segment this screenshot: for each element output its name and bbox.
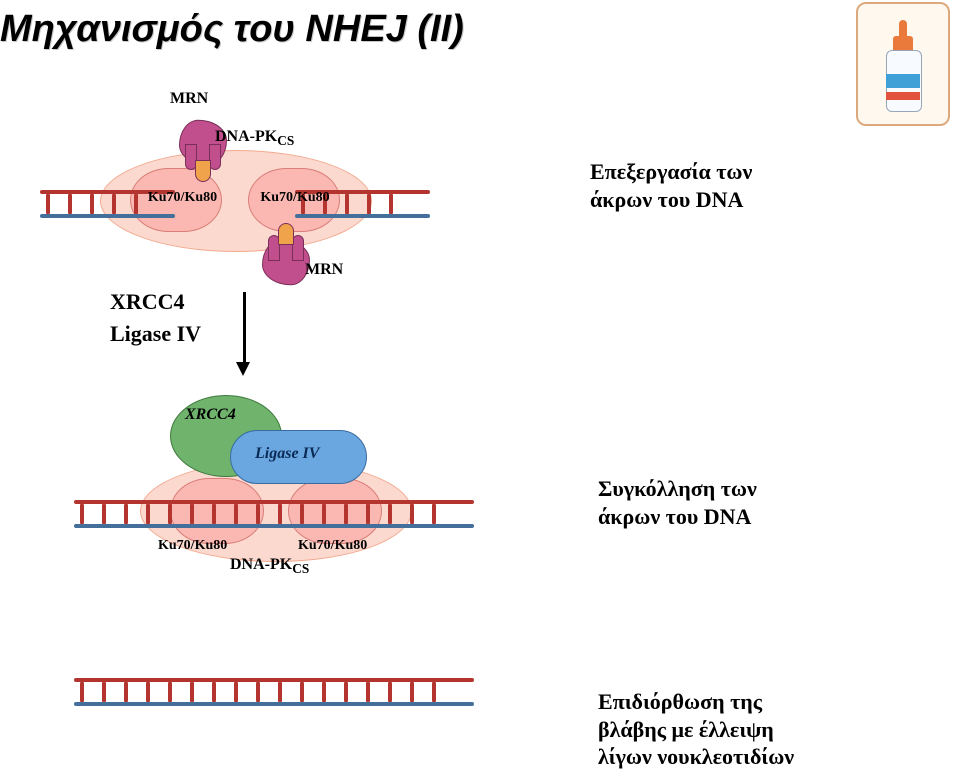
glue-icon xyxy=(856,2,950,126)
xrcc4-text: XRCC4 xyxy=(110,288,185,316)
ku-label-right-step1: Ku70/Ku80 xyxy=(245,190,345,206)
caption-line: βλάβης με έλλειψη xyxy=(598,716,794,744)
mrn-label-bottom: MRN xyxy=(305,261,343,279)
page-title-text: Μηχανισμός του NHEJ (II) xyxy=(0,8,464,50)
dnapk-label-sub: CS xyxy=(292,561,309,576)
diagram-stage: Μηχανισμός του NHEJ (II) MRN MRN DNA-PKC… xyxy=(0,0,959,776)
dnapk-label-text: DNA-PK xyxy=(215,128,277,145)
arrow-down-icon xyxy=(236,362,250,376)
caption-result: Επιδιόρθωση της βλάβης με έλλειψη λίγων … xyxy=(598,688,794,771)
dnapk-label-text: DNA-PK xyxy=(230,556,292,573)
mrn-protein-bottom xyxy=(258,225,314,295)
page-title: Μηχανισμός του NHEJ (II) xyxy=(0,8,464,51)
mrn-hook xyxy=(278,223,294,245)
caption-line: Επιδιόρθωση της xyxy=(598,688,794,716)
glue-cap xyxy=(893,36,913,50)
caption-line: Επεξεργασία των xyxy=(590,158,752,186)
ku-label-right-step2: Ku70/Ku80 xyxy=(298,538,367,554)
arrow-shaft-step1 xyxy=(243,292,246,362)
glue-label-rect xyxy=(886,92,920,100)
dnapk-label-step2: DNA-PKCS xyxy=(230,556,309,577)
ligase-pill-label: Ligase IV xyxy=(255,445,319,463)
mrn-hook xyxy=(195,160,211,182)
dna-step2 xyxy=(74,500,474,528)
glue-stripe xyxy=(886,74,920,88)
mrn-label-top: MRN xyxy=(170,90,208,108)
glue-tip xyxy=(899,20,907,36)
ku-label-left-step1: Ku70/Ku80 xyxy=(130,190,235,206)
caption-line: Συγκόλληση των xyxy=(598,475,757,503)
ku-label-left-step2: Ku70/Ku80 xyxy=(158,538,227,554)
caption-processing: Επεξεργασία των άκρων του DNA xyxy=(590,158,752,213)
dna-step3 xyxy=(74,678,474,706)
caption-line: λίγων νουκλεοτιδίων xyxy=(598,743,794,771)
caption-line: άκρων του DNA xyxy=(590,186,752,214)
dnapk-label-sub: CS xyxy=(277,133,294,148)
dnapk-label-step1: DNA-PKCS xyxy=(215,128,294,149)
caption-line: άκρων του DNA xyxy=(598,503,757,531)
xrcc4-blob-label: XRCC4 xyxy=(185,406,236,424)
ligase-text: Ligase IV xyxy=(110,320,201,348)
caption-ligation: Συγκόλληση των άκρων του DNA xyxy=(598,475,757,530)
